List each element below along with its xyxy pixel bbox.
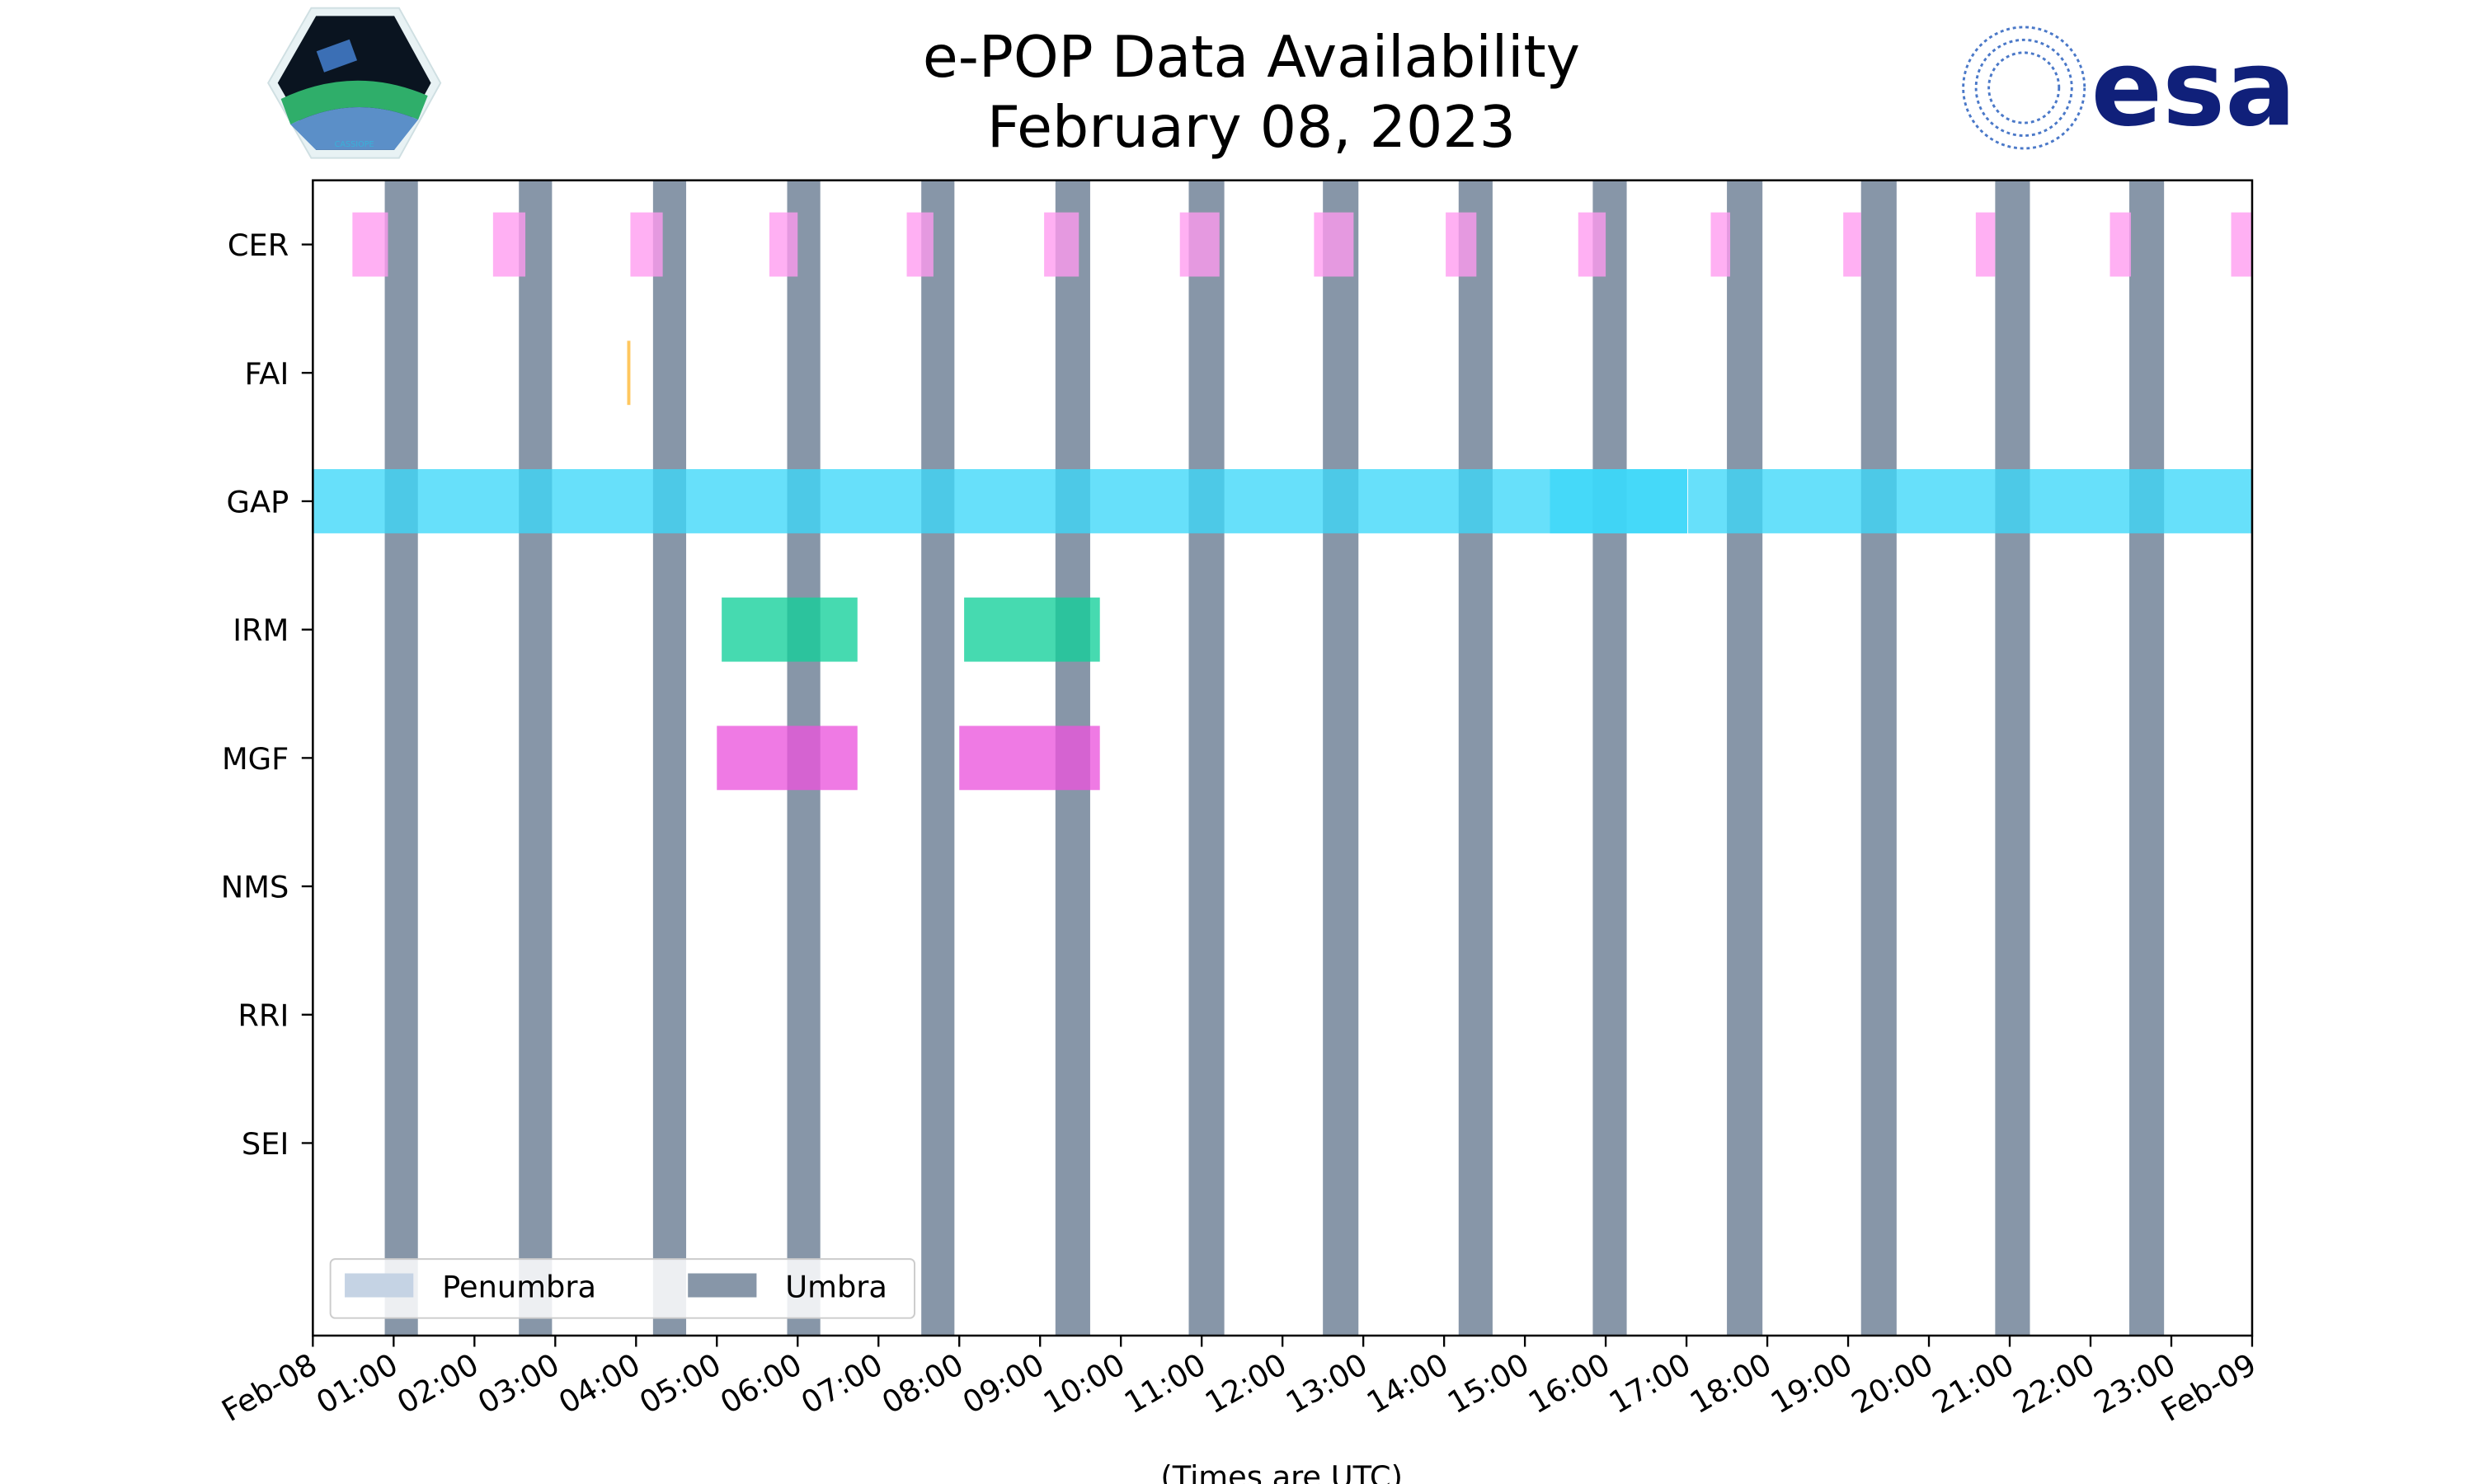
umbra-band	[1995, 180, 2030, 1336]
umbra-band	[2129, 180, 2165, 1336]
availability-bar-cer	[1975, 212, 1996, 277]
availability-bar-gap	[1550, 469, 1688, 533]
esa-logo: esa	[1962, 26, 2296, 150]
y-tick-label: FAI	[245, 356, 289, 392]
legend-umbra-swatch	[688, 1273, 757, 1298]
umbra-band	[1458, 180, 1493, 1336]
legend-umbra-label: Umbra	[785, 1270, 887, 1305]
x-tick-label: 03:00	[472, 1346, 565, 1421]
cassiope-logo-text: CASSIOPE	[335, 140, 374, 149]
availability-bar-cer	[1179, 212, 1220, 277]
availability-bar-cer	[2231, 212, 2252, 277]
availability-bar-cer	[1044, 212, 1079, 277]
x-tick-label: 15:00	[1442, 1346, 1535, 1421]
cassiope-logo: CASSIOPE	[267, 7, 442, 159]
availability-bar-cer	[769, 212, 798, 277]
x-tick-label: 20:00	[1846, 1346, 1939, 1421]
availability-bar-cer	[2109, 212, 2131, 277]
umbra-band	[921, 180, 955, 1336]
availability-bar-irm	[722, 597, 858, 662]
x-tick-label: 12:00	[1199, 1346, 1292, 1421]
x-tick-label: 19:00	[1765, 1346, 1858, 1421]
x-tick-label: 10:00	[1037, 1346, 1131, 1421]
x-tick-label: 22:00	[2007, 1346, 2100, 1421]
availability-bar-cer	[1578, 212, 1606, 277]
x-tick-label: 14:00	[1361, 1346, 1454, 1421]
x-tick-label: 06:00	[714, 1346, 807, 1421]
availability-bar-cer	[1710, 212, 1730, 277]
plot-area	[313, 180, 2252, 1336]
umbra-band	[1592, 180, 1627, 1336]
umbra-band	[1188, 180, 1225, 1336]
x-tick-label: 11:00	[1118, 1346, 1211, 1421]
x-tick-label: 18:00	[1684, 1346, 1777, 1421]
availability-bar-cer	[1314, 212, 1354, 277]
umbra-band	[384, 180, 418, 1336]
esa-logo-text: esa	[2091, 27, 2296, 150]
x-tick-label: 01:00	[310, 1346, 403, 1421]
availability-bar-cer	[1843, 212, 1861, 277]
x-tick-label: 21:00	[1926, 1346, 2020, 1421]
x-tick-label: Feb-08	[216, 1346, 323, 1429]
umbra-band	[1727, 180, 1763, 1336]
x-tick-label: 16:00	[1522, 1346, 1616, 1421]
x-tick-label: 13:00	[1280, 1346, 1373, 1421]
y-tick-label: IRM	[233, 613, 289, 648]
availability-bar-cer	[492, 212, 526, 277]
x-tick-label: 04:00	[553, 1346, 646, 1421]
availability-bar-gap	[1688, 469, 2252, 533]
availability-bar-irm	[964, 597, 1100, 662]
chart-subtitle: February 08, 2023	[987, 94, 1516, 161]
availability-bar-cer	[352, 212, 388, 277]
umbra-band	[1860, 180, 1897, 1336]
y-tick-label: RRI	[238, 998, 289, 1033]
legend-penumbra-swatch	[345, 1273, 414, 1298]
umbra-band	[652, 180, 687, 1336]
availability-bar-mgf	[959, 726, 1100, 791]
availability-bar-mgf	[717, 726, 858, 791]
legend-penumbra-label: Penumbra	[442, 1270, 596, 1305]
availability-bar-cer	[630, 212, 663, 277]
x-tick-label: 02:00	[391, 1346, 484, 1421]
umbra-band	[1323, 180, 1359, 1336]
plot-frame	[312, 179, 2254, 1337]
x-tick-label: 05:00	[633, 1346, 727, 1421]
availability-bar-gap	[313, 469, 1688, 533]
umbra-band	[519, 180, 553, 1336]
availability-bar-fai	[627, 340, 631, 406]
availability-bar-cer	[1446, 212, 1477, 277]
x-axis-label: (Times are UTC)	[1160, 1459, 1403, 1484]
y-tick-label: NMS	[221, 870, 289, 905]
y-tick-label: MGF	[222, 741, 289, 777]
x-tick-label: 08:00	[876, 1346, 969, 1421]
y-tick-label: SEI	[242, 1126, 289, 1162]
y-tick-label: CER	[228, 228, 289, 263]
legend: Penumbra Umbra	[329, 1258, 915, 1319]
x-tick-label: 07:00	[795, 1346, 888, 1421]
x-tick-label: 09:00	[957, 1346, 1050, 1421]
x-tick-label: 17:00	[1603, 1346, 1696, 1421]
y-tick-label: GAP	[227, 485, 289, 520]
availability-bar-cer	[906, 212, 934, 277]
chart-title: e-POP Data Availability	[923, 24, 1580, 91]
